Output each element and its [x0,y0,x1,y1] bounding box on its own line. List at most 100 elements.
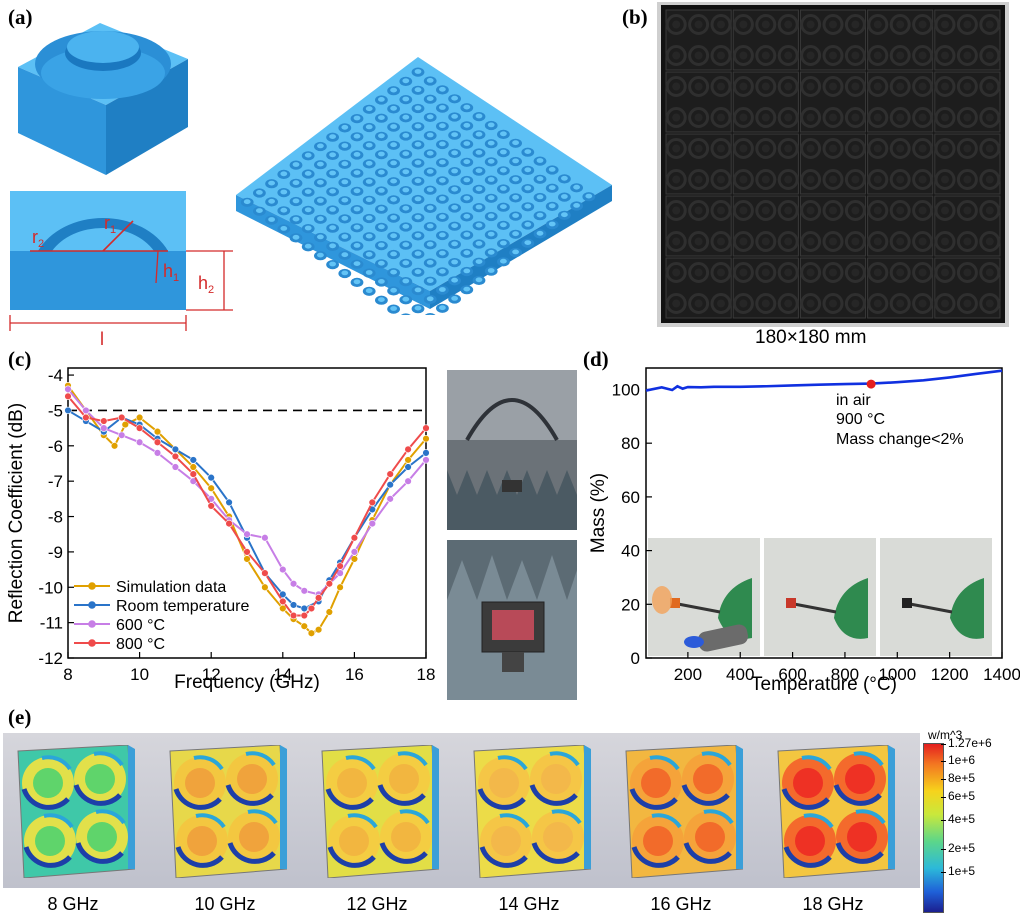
tga-plot-frame [645,367,1003,659]
series-point [300,587,308,595]
series-point [64,392,72,400]
plate-tile [799,195,867,257]
plate-tile [732,71,799,133]
x-tick-label: 1000 [878,665,916,684]
series-point [117,413,126,422]
series-point [325,580,334,588]
colorbar-tick-label: 1.27e+6 [948,736,992,750]
series-point [404,477,412,485]
plate-tile [799,71,867,133]
frequency-label: 10 GHz [194,894,256,914]
test-fixture-photo [447,540,577,700]
anechoic-chamber-photo [447,370,577,530]
plate-tile [665,71,732,133]
series-point [82,406,90,415]
series-point [307,604,316,613]
plate-tile [732,195,799,257]
series-point [300,604,308,613]
mass-marker [866,379,876,389]
panel-label-c: (c) [8,347,32,371]
series-point [279,565,287,574]
series-point [386,481,394,489]
plate-tile [934,195,1001,257]
series-point [422,435,430,443]
series-point [171,452,180,461]
colorbar-tick-label: 4e+5 [948,812,976,826]
x-tick-label: 18 [417,665,436,684]
series-point [117,431,126,439]
x-tick-label: 1400 [983,665,1020,684]
tga-x-label: Temperature (°C) [751,674,897,695]
field-map-14-ghz [466,744,592,879]
x-tick-label: 200 [674,665,702,684]
cross-section-diagram: r2 r1 h1 h2 l [9,191,233,349]
legend-label: Simulation data [116,579,226,596]
series-point [279,597,287,606]
colorbar-tick-label: 2e+5 [948,841,976,855]
y-tick-label: 40 [621,542,640,561]
x-tick-label: 16 [345,665,364,684]
series-point [207,502,215,510]
series-point [135,438,144,446]
x-tick-label: 10 [130,665,149,684]
y-tick-label: -5 [48,401,63,420]
y-tick-label: 60 [621,488,640,507]
tga-annotation-air: in air [836,392,871,409]
series-point [82,413,90,422]
frequency-label: 18 GHz [802,894,864,914]
series-point [171,445,180,454]
series-point [386,495,394,503]
panel-label-d: (d) [583,347,609,371]
y-tick-label: -11 [40,614,63,633]
legend-marker [88,639,96,647]
series-point [243,548,251,556]
plate-tile [867,195,934,257]
series-point [261,569,269,577]
series-point [314,594,323,602]
series-point [189,470,198,478]
legend-marker [88,620,96,628]
sample-size-caption: 180×180 mm [755,327,867,348]
x-tick-label: 8 [63,665,72,684]
plate-tile [732,9,799,71]
plate-tile [799,133,867,195]
series-point [289,611,298,620]
plate-tile [665,257,732,319]
field-map-8-ghz [10,744,136,879]
array-ring [424,313,436,315]
plate-tile [732,257,799,319]
field-distribution-strip [3,733,920,888]
y-tick-label: 80 [621,434,640,453]
series-point [135,424,144,432]
series-point [261,583,269,591]
series-point [300,611,308,620]
field-map-12-ghz [314,744,440,879]
frequency-label: 8 GHz [47,894,99,914]
unit-cell-3d [18,23,188,175]
y-tick-label: 20 [621,595,640,614]
x-tick-label: 400 [726,665,754,684]
colorbar-title: w/m^3 [928,728,963,742]
series-point [307,629,316,637]
series-point [110,442,119,450]
x-tick-label: 14 [273,665,292,684]
mass-curve [645,369,1003,392]
series-point [243,530,251,538]
colorbar [923,743,944,913]
series-point [289,580,298,588]
cell-pillar-top [67,31,139,63]
series-point [314,626,323,634]
plate-tile [665,195,732,257]
series-point [135,413,144,422]
y-tick-label: -8 [48,508,63,527]
colorbar-tick [941,797,946,798]
panel-label-e: (e) [8,705,32,729]
y-tick-label: -10 [38,578,63,597]
series-point [100,424,108,432]
plate-tile [934,257,1001,319]
series-point [325,608,334,616]
series-point [64,385,72,393]
plate-tile [799,257,867,319]
y-tick-label: -6 [48,437,63,456]
series-point [121,420,129,429]
